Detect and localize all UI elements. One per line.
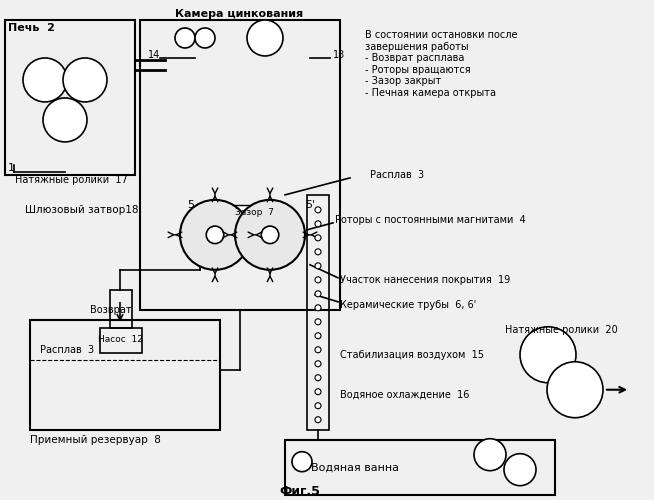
Circle shape (63, 58, 107, 102)
Circle shape (195, 28, 215, 48)
Circle shape (235, 200, 305, 270)
Circle shape (315, 263, 321, 269)
Circle shape (180, 200, 250, 270)
Bar (110, 290, 132, 328)
Circle shape (315, 291, 321, 297)
Circle shape (206, 226, 224, 244)
Bar (30, 320, 220, 430)
Circle shape (315, 305, 321, 311)
Text: Печь  2: Печь 2 (8, 23, 55, 33)
Text: В состоянии остановки после
завершения работы
- Возврат расплава
- Роторы вращаю: В состоянии остановки после завершения р… (365, 30, 517, 98)
Circle shape (504, 454, 536, 486)
Circle shape (315, 319, 321, 325)
Bar (232, 205, 260, 221)
Text: Расплав  3: Расплав 3 (40, 345, 94, 355)
Text: Фиг.5: Фиг.5 (279, 485, 320, 498)
Text: Стабилизация воздухом  15: Стабилизация воздухом 15 (340, 350, 484, 360)
Text: Натяжные ролики  17: Натяжные ролики 17 (15, 175, 128, 185)
Text: 5': 5' (305, 200, 315, 210)
Circle shape (315, 361, 321, 367)
Circle shape (520, 327, 576, 382)
Circle shape (247, 20, 283, 56)
Circle shape (315, 374, 321, 380)
Circle shape (547, 362, 603, 418)
Circle shape (315, 235, 321, 241)
Circle shape (474, 438, 506, 470)
Circle shape (23, 58, 67, 102)
Text: 13: 13 (333, 50, 345, 60)
Circle shape (315, 347, 321, 353)
Text: Расплав  3: Расплав 3 (370, 170, 424, 180)
Text: 14: 14 (148, 50, 160, 60)
Bar (100, 328, 142, 353)
Text: 1: 1 (8, 163, 15, 173)
Circle shape (292, 452, 312, 471)
Circle shape (315, 277, 321, 283)
Text: Водяная ванна: Водяная ванна (311, 462, 399, 472)
Bar (307, 195, 329, 430)
Text: Приемный резервуар  8: Приемный резервуар 8 (30, 434, 161, 444)
Circle shape (315, 207, 321, 213)
Text: Шлюзовый затвор18: Шлюзовый затвор18 (25, 205, 139, 215)
Circle shape (315, 388, 321, 394)
Text: Камера цинкования: Камера цинкования (175, 9, 303, 19)
Text: Водяное охлаждение  16: Водяное охлаждение 16 (340, 390, 470, 400)
Circle shape (315, 249, 321, 255)
Bar (5, 20, 135, 175)
Circle shape (315, 402, 321, 408)
Text: Зазор  7: Зазор 7 (235, 208, 274, 218)
Circle shape (175, 28, 195, 48)
Circle shape (315, 221, 321, 227)
Circle shape (261, 226, 279, 244)
Text: 5: 5 (187, 200, 194, 210)
Text: Керамические трубы  6, 6': Керамические трубы 6, 6' (340, 300, 476, 310)
Circle shape (315, 416, 321, 422)
Bar (285, 440, 555, 494)
Text: Насос  12: Насос 12 (97, 336, 143, 344)
Text: Роторы с постоянными магнитами  4: Роторы с постоянными магнитами 4 (335, 215, 526, 225)
Text: Участок нанесения покрытия  19: Участок нанесения покрытия 19 (340, 275, 510, 285)
Text: Натяжные ролики  20: Натяжные ролики 20 (505, 325, 618, 335)
Text: Возврат: Возврат (90, 305, 131, 315)
Circle shape (315, 333, 321, 339)
Bar (140, 20, 340, 310)
Circle shape (43, 98, 87, 142)
